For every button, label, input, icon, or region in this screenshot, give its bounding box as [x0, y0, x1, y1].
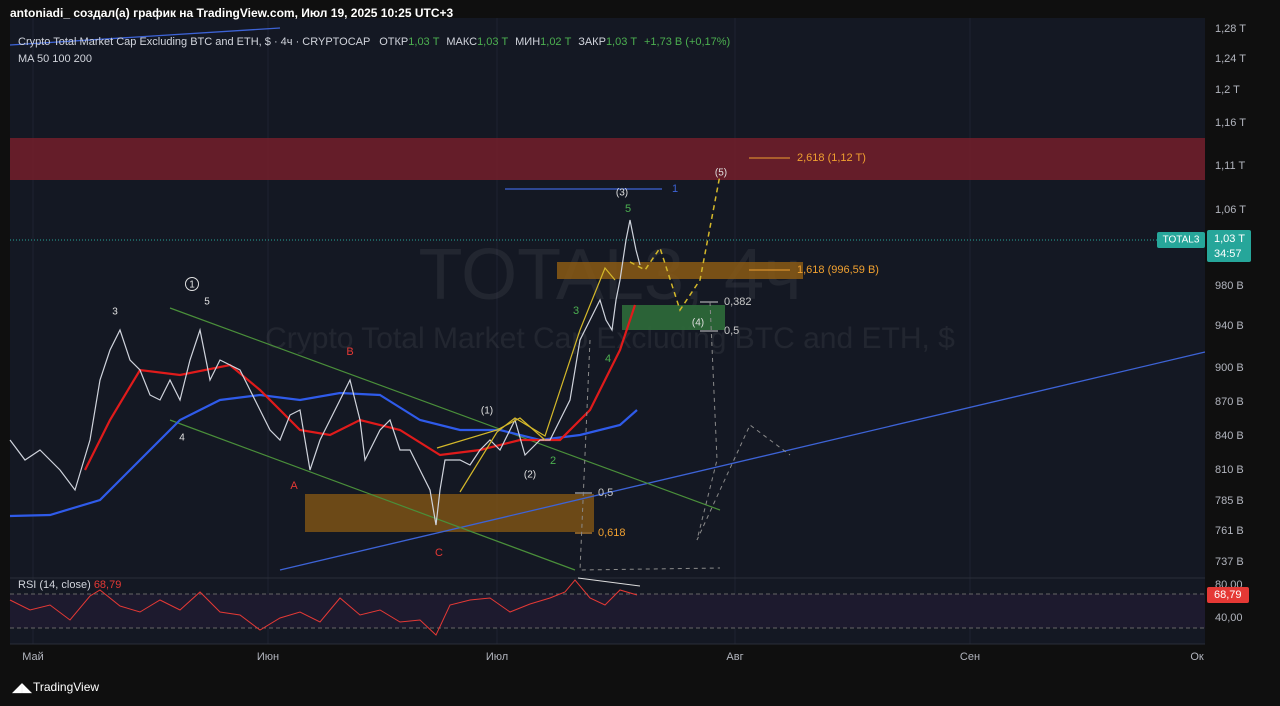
price-label: 1,16 T: [1215, 117, 1246, 129]
fib-label: 0,618: [598, 527, 626, 539]
price-label: 1,11 T: [1215, 160, 1245, 172]
trend-line: [9, 27, 281, 46]
channel-line: [169, 307, 721, 511]
ma-200: [9, 391, 638, 518]
legend-ma: MA 50 100 200: [18, 53, 92, 65]
ticker-tag: [1157, 232, 1205, 248]
projection: [629, 174, 721, 312]
wave-label: C: [435, 547, 443, 559]
projection: [696, 301, 791, 541]
price-label: 761 B: [1215, 525, 1244, 537]
wave-label: (3): [616, 188, 628, 199]
wave-label: A: [290, 480, 298, 492]
pane: [10, 18, 1205, 644]
channel-line: [169, 419, 576, 571]
time-label: Авг: [726, 651, 743, 663]
target-zone: [622, 305, 725, 330]
price-axis-labels: 1,28 T 1,24 T 1,2 T 1,16 T 1,11 T 1,06 T…: [1215, 23, 1246, 624]
price-tag: [1207, 230, 1251, 262]
footer-brand: TradingView: [33, 680, 99, 694]
wave-path: [459, 266, 616, 493]
price-tag-value: 1,03 T: [1214, 233, 1245, 245]
resistance-zone: [10, 138, 1205, 180]
rsi-axis-label: 40,00: [1215, 612, 1243, 624]
price-tag-countdown: 34:57: [1214, 248, 1242, 260]
price-label: 900 B: [1215, 362, 1244, 374]
wave-label: 5: [204, 297, 210, 308]
price-label: 840 B: [1215, 430, 1244, 442]
wave-label: 5: [625, 203, 631, 215]
wave-circle: [185, 277, 199, 291]
header-title: antoniadi_ создал(а) график на TradingVi…: [10, 6, 454, 20]
wave-label: (1): [481, 406, 493, 417]
ticker-tag-label: TOTAL3: [1163, 235, 1200, 246]
price-label: 980 B: [1215, 280, 1244, 292]
price-label: 1,2 T: [1215, 84, 1240, 96]
fib-zone: [557, 262, 803, 279]
fib-label: 2,618 (1,12 T): [797, 152, 866, 164]
wave-label: 2: [550, 455, 556, 467]
price-label: 1,28 T: [1215, 23, 1246, 35]
logo: ◢◣: [12, 679, 32, 694]
time-label: Ок: [1190, 651, 1204, 663]
price-axis: [1205, 18, 1280, 662]
price-label: 1,24 T: [1215, 53, 1246, 65]
fib-label: 0,5: [598, 487, 613, 499]
time-label: Июн: [257, 651, 279, 663]
price-label: 870 B: [1215, 396, 1244, 408]
support-zone: [305, 494, 594, 532]
fib-label: 0,382: [724, 296, 752, 308]
price-label: 810 B: [1215, 464, 1244, 476]
price-label: 785 B: [1215, 495, 1244, 507]
time-label: Сен: [960, 651, 980, 663]
time-label: Май: [22, 651, 44, 663]
wave-label: (2): [524, 470, 536, 481]
wave-label: 4: [605, 353, 611, 365]
price-label: 940 B: [1215, 320, 1244, 332]
divergence-line: [577, 577, 641, 587]
wave-label: 1: [672, 183, 678, 195]
wave-label: 4: [179, 433, 185, 444]
rsi-label: RSI (14, close) 68,79: [18, 579, 121, 591]
wave-label: B: [346, 346, 353, 358]
trend-line: [279, 351, 1206, 571]
legend-symbol: Crypto Total Market Cap Excluding BTC an…: [18, 36, 730, 48]
wave-label: 3: [573, 305, 579, 317]
time-label: Июл: [486, 651, 508, 663]
fib-label: 1,618 (996,59 B): [797, 264, 879, 276]
projection: [579, 339, 721, 571]
fib-label: 0,5: [724, 325, 739, 337]
grid: [32, 18, 971, 644]
wave-label: (4): [692, 318, 704, 329]
rsi-band: [10, 594, 1205, 628]
wave-label: 1: [189, 280, 195, 291]
wave-label: 3: [112, 307, 118, 318]
price-series: [9, 219, 641, 526]
rsi-line: [9, 579, 638, 636]
price-label: 1,06 T: [1215, 204, 1246, 216]
wave-label: (5): [715, 168, 727, 179]
rsi-tag-value: 68,79: [1214, 589, 1242, 601]
price-label: 737 B: [1215, 556, 1244, 568]
rsi-tag: [1207, 587, 1249, 603]
